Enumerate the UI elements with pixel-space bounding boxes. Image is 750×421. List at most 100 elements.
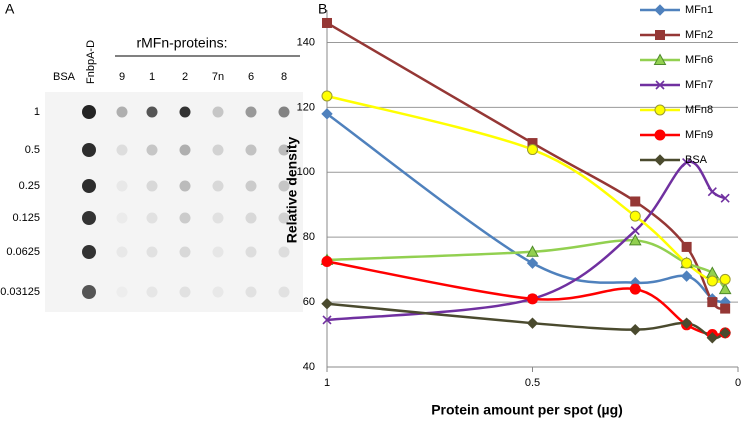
blot-dot xyxy=(212,286,224,298)
blot-dot xyxy=(245,286,257,298)
blot-dot xyxy=(245,246,257,258)
blot-dot xyxy=(212,180,224,192)
lane-label: 9 xyxy=(119,71,125,83)
blot-dot xyxy=(146,286,158,298)
marker xyxy=(707,187,717,197)
blot-dot xyxy=(82,179,96,193)
marker xyxy=(706,275,718,287)
blot-dot xyxy=(278,246,290,258)
legend-label: MFn9 xyxy=(685,129,713,141)
marker xyxy=(719,327,731,339)
lane-label: 7n xyxy=(212,71,224,83)
panel-label: A xyxy=(5,1,15,17)
blot-dot xyxy=(146,246,158,258)
blot-dot xyxy=(278,286,290,298)
legend-label: MFn2 xyxy=(685,29,713,41)
marker xyxy=(706,332,719,344)
blot-dot xyxy=(116,180,128,192)
marker xyxy=(628,233,642,246)
marker xyxy=(322,17,332,28)
series-line xyxy=(326,260,726,337)
marker xyxy=(629,323,641,336)
legend-label: MFn7 xyxy=(685,79,713,91)
marker xyxy=(680,270,693,282)
marker xyxy=(719,273,731,285)
marker xyxy=(629,210,641,222)
lane-label: BSA xyxy=(53,71,76,83)
y-tick-label: 100 xyxy=(297,166,315,178)
lane-label: 8 xyxy=(281,71,287,83)
x-tick-label: 0 xyxy=(735,377,741,389)
blot-dot xyxy=(212,144,224,156)
amount-label: 0.125 xyxy=(12,212,40,224)
blot-dot xyxy=(116,212,128,224)
y-tick-label: 60 xyxy=(303,296,315,308)
legend-label: MFn6 xyxy=(685,54,713,66)
blot-dot xyxy=(278,144,290,156)
blot-dot xyxy=(117,287,128,298)
marker xyxy=(654,129,666,141)
blot-dot xyxy=(179,286,191,298)
blot-dot xyxy=(245,212,257,224)
blot-dot xyxy=(179,212,191,224)
marker xyxy=(720,303,731,314)
blot-header: rMFn-proteins: xyxy=(136,35,227,51)
x-axis-title: Protein amount per spot (µg) xyxy=(431,402,623,418)
marker xyxy=(681,257,693,269)
y-tick-label: 80 xyxy=(303,231,315,243)
blot-dot xyxy=(82,285,96,299)
blot-dot xyxy=(278,212,290,224)
panel-label: B xyxy=(318,1,327,17)
blot-dot xyxy=(82,211,96,225)
legend-label: MFn8 xyxy=(685,104,713,116)
amount-label: 0.25 xyxy=(19,180,40,192)
blot-dot xyxy=(278,106,290,118)
marker xyxy=(526,317,539,329)
marker xyxy=(526,257,539,269)
marker xyxy=(527,293,538,305)
blot-dot xyxy=(146,106,158,118)
blot-membrane xyxy=(45,92,303,312)
amount-label: 0.03125 xyxy=(0,286,40,298)
blot-dot xyxy=(179,180,191,192)
amount-label: 0.5 xyxy=(25,144,40,156)
blot-dot xyxy=(179,106,191,118)
x-tick-label: 0.5 xyxy=(525,377,540,389)
blot-dot xyxy=(82,105,96,119)
marker xyxy=(720,193,730,203)
y-tick-label: 140 xyxy=(297,36,315,48)
blot-dot xyxy=(245,144,257,156)
marker xyxy=(527,144,538,156)
amount-label: 1 xyxy=(34,106,40,118)
blot-dot xyxy=(116,144,128,156)
marker xyxy=(321,298,333,310)
series-line xyxy=(326,302,726,340)
marker xyxy=(680,317,693,329)
marker xyxy=(321,108,333,120)
blot-dot xyxy=(146,212,158,224)
marker xyxy=(630,196,641,207)
marker xyxy=(653,53,667,65)
marker xyxy=(629,283,641,295)
x-tick-label: 1 xyxy=(324,377,330,389)
blot-dot xyxy=(179,144,191,156)
y-axis-title: Relative density xyxy=(284,136,300,243)
blot-dot xyxy=(82,143,96,157)
marker xyxy=(654,104,666,116)
legend-label: BSA xyxy=(685,154,708,166)
blot-dot xyxy=(245,106,257,118)
lane-label: 1 xyxy=(149,71,155,83)
y-tick-label: 120 xyxy=(297,101,315,113)
blot-dot xyxy=(146,144,158,156)
marker xyxy=(322,315,332,325)
marker xyxy=(718,282,732,295)
marker xyxy=(630,226,640,236)
blot-dot xyxy=(179,246,191,258)
marker xyxy=(655,30,665,40)
marker xyxy=(654,4,666,16)
y-tick-label: 40 xyxy=(303,361,315,373)
blot-dot xyxy=(116,246,128,258)
blot-dot xyxy=(245,180,257,192)
lane-label: 2 xyxy=(182,71,188,83)
